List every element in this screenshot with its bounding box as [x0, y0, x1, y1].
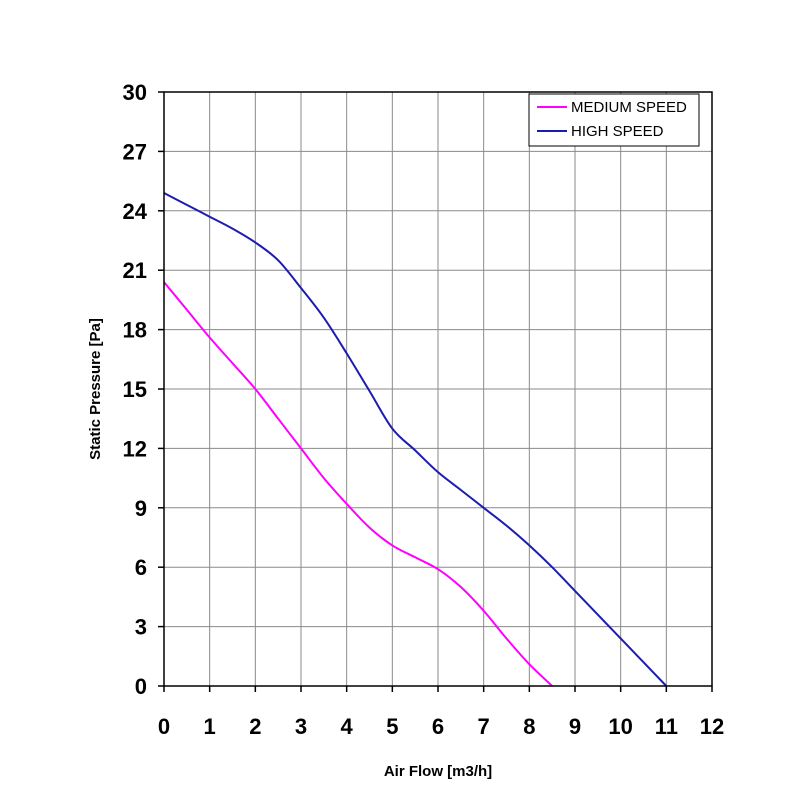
y-axis-title: Static Pressure [Pa]: [87, 318, 104, 460]
x-tick-label: 4: [341, 714, 354, 739]
y-tick-label: 27: [123, 139, 147, 164]
y-tick-label: 30: [123, 80, 147, 105]
y-tick-label: 6: [135, 555, 147, 580]
grid: [164, 92, 712, 686]
x-tick-label: 8: [523, 714, 535, 739]
y-tick-label: 3: [135, 615, 147, 640]
x-tick-label: 3: [295, 714, 307, 739]
ticks: [158, 91, 713, 692]
y-tick-label: 21: [123, 258, 147, 283]
y-tick-label: 15: [123, 377, 147, 402]
x-tick-labels: 0 1 2 3 4 5 6 7 8 9 10 11 12: [158, 714, 724, 739]
legend-label-medium-speed: MEDIUM SPEED: [571, 99, 687, 116]
y-tick-label: 24: [123, 199, 148, 224]
series-line-medium-speed: [163, 281, 553, 687]
x-tick-label: 6: [432, 714, 444, 739]
legend: MEDIUM SPEED HIGH SPEED: [528, 93, 700, 147]
x-tick-label: 9: [569, 714, 581, 739]
x-tick-label: 0: [158, 714, 170, 739]
x-tick-label: 12: [700, 714, 724, 739]
series-line-high-speed: [163, 192, 668, 687]
y-tick-label: 12: [123, 436, 147, 461]
x-tick-label: 11: [655, 714, 678, 739]
y-tick-label: 0: [135, 674, 147, 699]
y-tick-label: 18: [123, 318, 147, 343]
x-tick-label: 7: [478, 714, 490, 739]
legend-label-high-speed: HIGH SPEED: [571, 123, 664, 140]
x-axis-title: Air Flow [m3/h]: [384, 763, 492, 780]
x-tick-label: 10: [608, 714, 632, 739]
y-tick-label: 9: [135, 496, 147, 521]
y-tick-labels: 0 3 6 9 12 15 18 21 24 27 30: [123, 80, 148, 699]
x-tick-label: 5: [386, 714, 398, 739]
x-tick-label: 1: [204, 714, 216, 739]
series-group: [163, 192, 668, 687]
legend-box: [528, 93, 700, 147]
x-tick-label: 2: [249, 714, 261, 739]
